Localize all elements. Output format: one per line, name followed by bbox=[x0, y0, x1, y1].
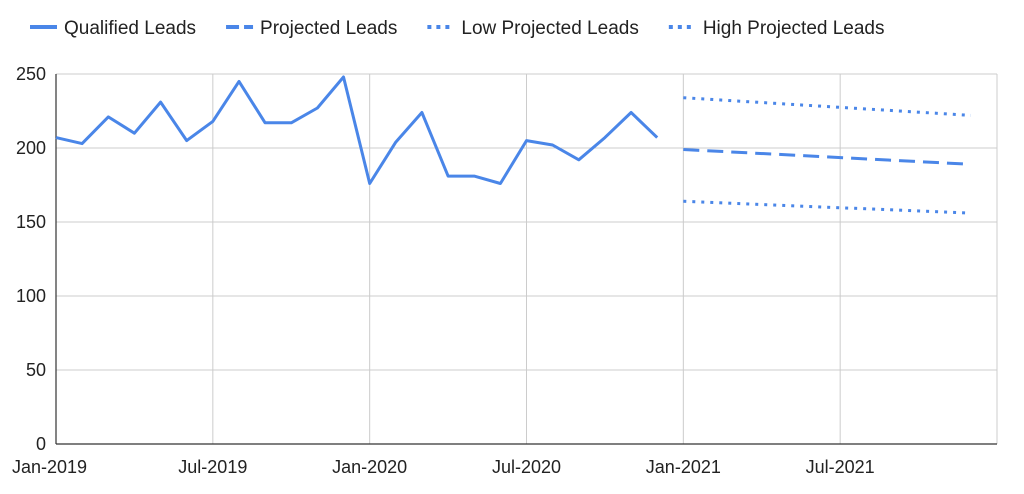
y-tick-label: 150 bbox=[16, 212, 46, 232]
series-line-projected-leads bbox=[683, 148, 971, 166]
y-tick-label: 100 bbox=[16, 286, 46, 306]
x-tick-label: Jan-2020 bbox=[332, 457, 407, 477]
series-line-high-projected-leads bbox=[683, 96, 971, 117]
legend-label: Projected Leads bbox=[260, 18, 397, 39]
x-tick-label: Jan-2019 bbox=[12, 457, 87, 477]
y-tick-label: 200 bbox=[16, 138, 46, 158]
x-tick-label: Jan-2021 bbox=[646, 457, 721, 477]
series-line-low-projected-leads bbox=[683, 199, 971, 215]
y-tick-label: 250 bbox=[16, 64, 46, 84]
series-line-qualified-leads bbox=[55, 75, 659, 185]
x-tick-label: Jul-2019 bbox=[178, 457, 247, 477]
legend-label: Low Projected Leads bbox=[461, 18, 638, 39]
y-tick-label: 0 bbox=[36, 434, 46, 454]
legend-label: High Projected Leads bbox=[703, 18, 885, 39]
legend-label: Qualified Leads bbox=[64, 18, 196, 39]
x-tick-label: Jul-2021 bbox=[806, 457, 875, 477]
x-tick-label: Jul-2020 bbox=[492, 457, 561, 477]
y-tick-label: 50 bbox=[26, 360, 46, 380]
